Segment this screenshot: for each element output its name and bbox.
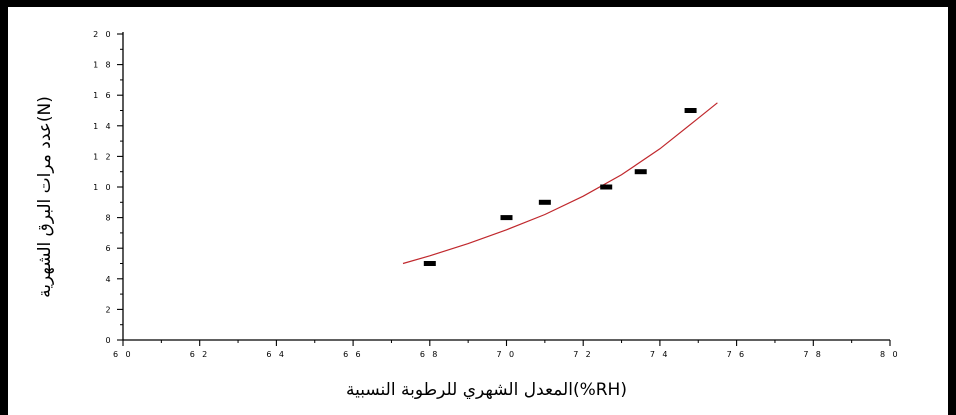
y-tick-label: 8 (106, 214, 114, 223)
y-tick-label: 1 6 (93, 91, 113, 100)
y-tick-label: 1 8 (93, 61, 113, 70)
x-tick-label: 8 0 (880, 350, 900, 359)
y-tick-label: 6 (106, 244, 114, 253)
y-tick-label: 2 0 (93, 30, 113, 39)
axes (122, 32, 890, 341)
x-axis-label: (RH%)المعدل الشهري للرطوبة النسبية (346, 380, 627, 400)
x-tick-label: 7 8 (803, 350, 823, 359)
y-tick-label: 2 (106, 305, 114, 314)
data-point (634, 169, 647, 175)
y-tick-label: 1 4 (93, 122, 113, 131)
y-axis-ticks: 0 2 4 6 8 1 0 1 2 1 4 1 6 1 8 2 0 (93, 30, 123, 345)
data-point (423, 261, 436, 266)
x-tick-label: 6 8 (420, 350, 440, 359)
data-point (538, 199, 551, 205)
data-point (600, 184, 613, 190)
y-tick-label: 1 0 (93, 183, 113, 192)
x-tick-label: 6 2 (190, 350, 210, 359)
data-point (684, 108, 697, 113)
x-tick-label: 7 6 (727, 350, 747, 359)
scatter-chart: 6 0 6 2 6 4 6 6 6 8 7 0 7 2 7 4 7 6 7 8 8 0 0 2 4 6 8 1… (35, 30, 900, 400)
x-tick-label: 6 0 (113, 350, 133, 359)
y-axis-label: (N)عدد مرات البرق الشهرية (35, 96, 55, 298)
x-tick-label: 6 4 (266, 350, 286, 359)
y-tick-label: 4 (106, 275, 114, 284)
y-tick-label: 1 2 (93, 152, 113, 161)
data-points-layer (423, 108, 697, 266)
x-tick-label: 6 6 (343, 350, 363, 359)
x-tick-label: 7 2 (573, 350, 593, 359)
x-tick-label: 7 0 (497, 350, 517, 359)
fit-curve-layer (402, 102, 718, 265)
fit-curve-line (402, 102, 718, 265)
y-tick-label: 0 (106, 336, 114, 345)
data-point (500, 215, 513, 221)
x-tick-label: 7 4 (650, 350, 670, 359)
x-axis-ticks: 6 0 6 2 6 4 6 6 6 8 7 0 7 2 7 4 7 6 7 8 8 0 (113, 340, 900, 359)
